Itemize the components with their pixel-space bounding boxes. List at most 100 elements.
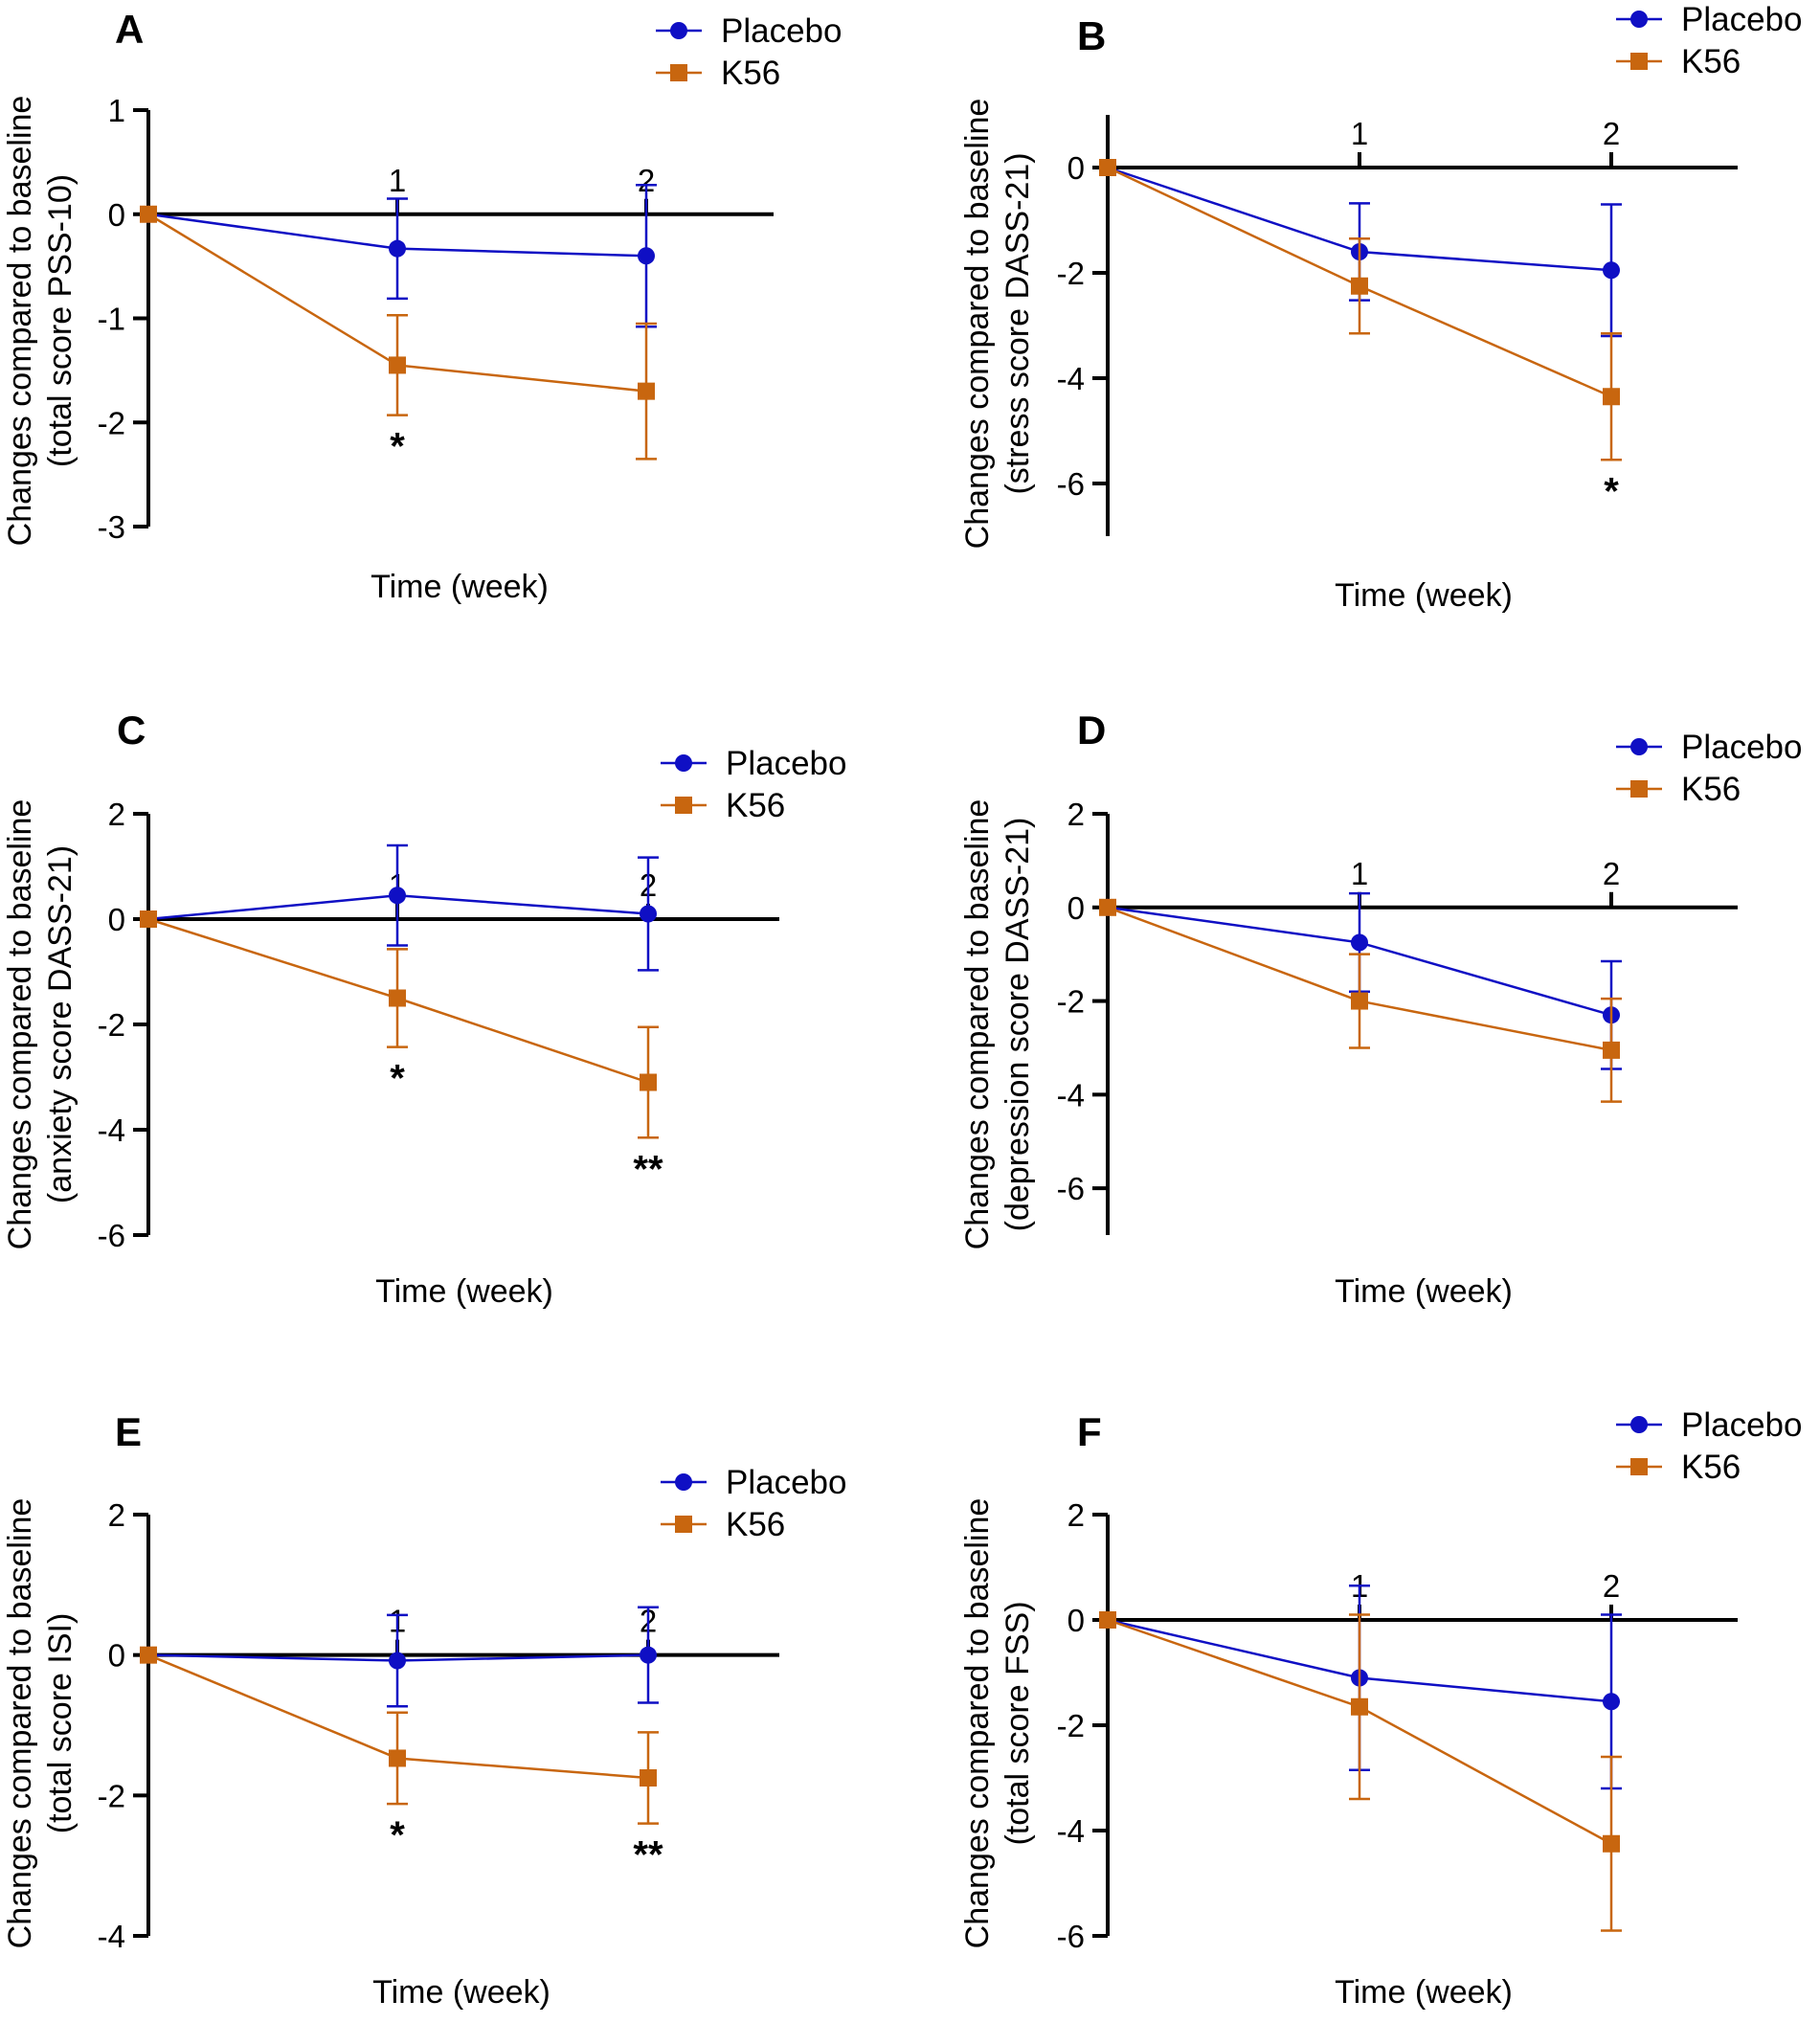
legend-label: K56	[726, 787, 785, 824]
significance-marker: *	[390, 426, 405, 468]
significance-marker: **	[633, 1834, 663, 1877]
y-axis-label-line: Changes compared to baseline	[2, 96, 38, 547]
legend-marker-k56	[1630, 1458, 1648, 1475]
data-point-k56	[389, 989, 406, 1007]
panel-label: B	[1077, 13, 1106, 58]
data-point-k56	[640, 1769, 657, 1787]
legend-marker-k56	[675, 1516, 692, 1533]
panel-label: E	[115, 1409, 142, 1454]
data-point-k56	[1099, 1611, 1116, 1629]
legend-label: Placebo	[726, 745, 846, 782]
legend-marker-k56	[675, 797, 692, 814]
data-point-k56	[638, 382, 655, 400]
data-point-k56	[1351, 992, 1368, 1010]
data-point-placebo	[389, 1652, 406, 1670]
data-point-placebo	[638, 247, 655, 265]
data-point-k56	[1099, 898, 1116, 916]
data-point-k56	[140, 205, 157, 223]
data-point-k56	[1351, 277, 1368, 295]
legend-marker-placebo	[1630, 11, 1648, 28]
legend-marker-k56	[670, 64, 687, 81]
legend-marker-placebo	[675, 1473, 692, 1491]
legend-marker-placebo	[675, 754, 692, 772]
y-tick-label: 0	[1067, 890, 1085, 926]
y-tick-label: -3	[98, 509, 125, 545]
data-point-placebo	[640, 905, 657, 923]
y-axis-label-line: (depression score DASS-21)	[1000, 818, 1036, 1232]
y-axis-label-line: (total score PSS-10)	[42, 174, 79, 467]
panel-d: D 2 0 -2 -4 -6 1 2 Changes compared to baseline(…	[959, 708, 1802, 1310]
legend: Placebo K56	[661, 745, 846, 824]
y-tick-label: -2	[98, 1778, 125, 1813]
x-axis-label: Time (week)	[1335, 1273, 1513, 1310]
week-tick-label: 2	[1603, 1568, 1620, 1604]
significance-marker: *	[390, 1814, 405, 1856]
y-axis-label-line: (stress score DASS-21)	[1000, 152, 1036, 494]
y-tick-label: -6	[98, 1218, 125, 1253]
data-point-k56	[389, 1749, 406, 1767]
data-point-placebo	[1603, 261, 1620, 280]
data-point-k56	[1603, 1834, 1620, 1853]
data-point-k56	[389, 356, 406, 374]
legend-marker-placebo	[1630, 738, 1648, 755]
y-axis-label: Changes compared to baseline (depression …	[959, 799, 1036, 1250]
y-tick-label: -2	[1057, 256, 1085, 291]
y-axis-label-line: Changes compared to baseline	[959, 799, 996, 1250]
y-tick-label: -6	[1057, 1171, 1085, 1206]
y-axis-label: Changes compared to baseline (total score…	[2, 96, 79, 547]
y-axis-label-line: (total score FSS)	[1000, 1601, 1036, 1845]
significance-marker: *	[1604, 470, 1619, 512]
x-axis-label: Time (week)	[372, 1974, 550, 2011]
legend: Placebo K56	[1616, 1, 1802, 80]
legend: Placebo K56	[656, 12, 842, 92]
y-tick-label: 1	[108, 93, 125, 128]
y-tick-label: 2	[108, 797, 125, 832]
x-axis-label: Time (week)	[1335, 1974, 1513, 2011]
legend-marker-placebo	[670, 22, 687, 39]
legend-marker-placebo	[1630, 1416, 1648, 1433]
y-tick-label: -4	[1057, 361, 1085, 396]
y-axis-label-line: (anxiety score DASS-21)	[42, 845, 79, 1203]
legend-label: Placebo	[1681, 1, 1802, 38]
panel-label: F	[1077, 1409, 1102, 1454]
legend-label: K56	[726, 1506, 785, 1543]
y-axis-label: Changes compared to baseline (total score…	[959, 1498, 1036, 1949]
week-tick-label: 2	[638, 163, 655, 198]
y-axis-label: Changes compared to baseline (total score…	[2, 1498, 79, 1949]
legend-label: Placebo	[721, 12, 842, 50]
legend-marker-k56	[1630, 53, 1648, 70]
y-tick-label: -4	[1057, 1813, 1085, 1849]
legend-label: Placebo	[1681, 1406, 1802, 1444]
panel-b: B 0 -2 -4 -6 1 2 Changes compared to baseline (s…	[959, 1, 1802, 614]
y-axis-label-line: (total score ISI)	[42, 1613, 79, 1834]
data-point-k56	[1603, 388, 1620, 406]
week-tick-label: 1	[1351, 116, 1368, 151]
y-axis-label: Changes compared to baseline (stress scor…	[959, 99, 1036, 550]
data-point-placebo	[1603, 1693, 1620, 1711]
data-point-placebo	[640, 1646, 657, 1664]
y-tick-label: 2	[108, 1497, 125, 1533]
y-tick-label: 0	[108, 197, 125, 233]
legend-label: K56	[721, 55, 780, 92]
data-point-k56	[1099, 159, 1116, 176]
significance-marker: **	[633, 1148, 663, 1190]
data-point-k56	[1603, 1041, 1620, 1059]
x-axis-label: Time (week)	[375, 1273, 553, 1310]
legend: Placebo K56	[661, 1464, 846, 1543]
data-point-placebo	[1351, 933, 1368, 952]
y-tick-label: -4	[98, 1919, 125, 1954]
legend-label: K56	[1681, 1449, 1741, 1486]
panel-label: A	[115, 7, 144, 52]
panel-label: C	[117, 708, 146, 753]
y-tick-label: -1	[98, 302, 125, 337]
data-point-k56	[140, 1646, 157, 1664]
y-tick-label: 0	[108, 902, 125, 937]
y-axis-label-line: Changes compared to baseline	[959, 1498, 996, 1949]
week-tick-label: 1	[389, 163, 406, 198]
legend-label: K56	[1681, 771, 1741, 808]
panel-e: E20-2-412Changes compared to baseline(to…	[2, 1409, 846, 2011]
panel-a: A 1 0 -1 -2 -3 1 2 Changes compared to baseline(…	[2, 7, 842, 605]
data-point-k56	[640, 1073, 657, 1091]
